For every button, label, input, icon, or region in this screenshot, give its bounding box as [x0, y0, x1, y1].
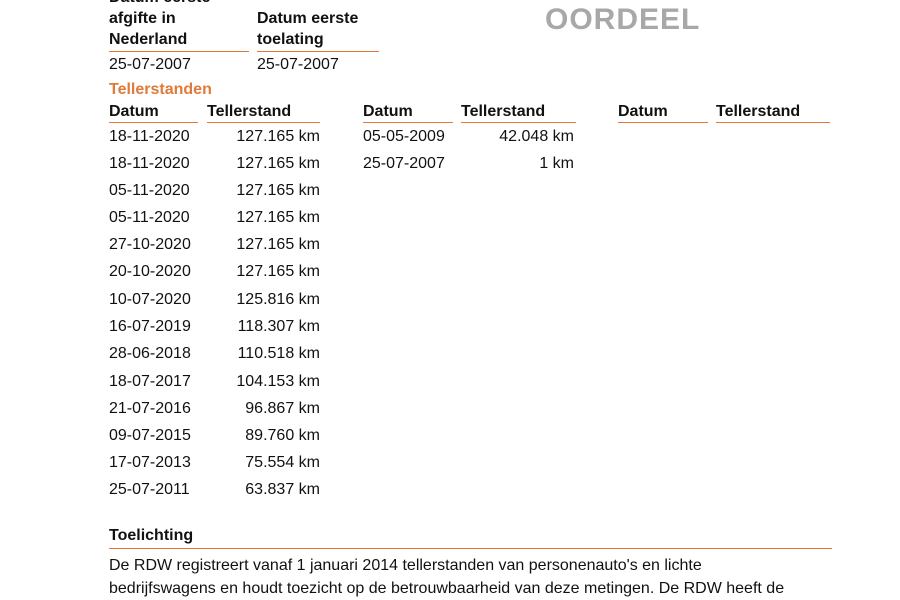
col3-tellerstand-header: Tellerstand [716, 102, 830, 123]
table-row: 21-07-2016 96.867 km [109, 395, 320, 422]
row-reading: 127.165 km [236, 263, 320, 280]
row-reading: 127.165 km [236, 209, 320, 226]
row-reading: 110.518 km [237, 345, 320, 362]
table-row: 27-10-2020 127.165 km [109, 231, 320, 258]
row-reading: 63.837 km [245, 481, 320, 498]
toelichting-line-2: bedrijfswagens en houdt toezicht op de b… [109, 580, 785, 597]
row-date: 09-07-2015 [109, 427, 191, 444]
afgifte-block: Datum eerste afgifte in Nederland 25-07-… [109, 0, 249, 75]
toelating-label: Datum eerste toelating [257, 8, 379, 52]
table-row: 10-07-2020 125.816 km [109, 286, 320, 313]
row-reading: 75.554 km [245, 454, 320, 471]
row-reading: 104.153 km [236, 373, 320, 390]
row-date: 05-11-2020 [109, 182, 190, 199]
afgifte-label-line3: Nederland [109, 31, 188, 48]
table-row: 18-11-2020 127.165 km [109, 123, 320, 150]
row-reading: 96.867 km [245, 400, 320, 417]
table-row: 09-07-2015 89.760 km [109, 422, 320, 449]
row-reading: 118.307 km [237, 318, 320, 335]
toelating-label-line1: Datum eerste [257, 10, 359, 27]
afgifte-label-line1: Datum eerste [109, 0, 249, 8]
table-row: 28-06-2018 110.518 km [109, 340, 320, 367]
toelichting-title: Toelichting [109, 526, 832, 549]
afgifte-label-line2: afgifte in [109, 10, 176, 27]
table-row: 25-07-2007 1 km [363, 150, 574, 177]
row-reading: 127.165 km [236, 128, 320, 145]
toelating-block: Datum eerste toelating 25-07-2007 [257, 8, 379, 75]
row-reading: 42.048 km [499, 128, 574, 145]
table-row: 18-07-2017 104.153 km [109, 368, 320, 395]
row-date: 17-07-2013 [109, 454, 191, 471]
row-date: 27-10-2020 [109, 236, 191, 253]
col1-datum-header: Datum [109, 102, 198, 123]
toelichting-text: De RDW registreert vanaf 1 januari 2014 … [109, 554, 834, 600]
afgifte-label: Datum eerste afgifte in Nederland [109, 0, 249, 52]
row-date: 05-11-2020 [109, 209, 190, 226]
row-date: 18-07-2017 [109, 373, 191, 390]
col3-datum-header: Datum [618, 102, 708, 123]
row-reading: 1 km [539, 155, 574, 172]
oordeel-stamp: OORDEEL [545, 3, 701, 36]
table-row: 05-11-2020 127.165 km [109, 177, 320, 204]
row-date: 25-07-2011 [109, 481, 190, 498]
toelating-value: 25-07-2007 [257, 56, 339, 73]
row-reading: 127.165 km [236, 155, 320, 172]
row-reading: 127.165 km [236, 236, 320, 253]
row-date: 25-07-2007 [363, 155, 445, 172]
row-date: 21-07-2016 [109, 400, 191, 417]
row-date: 20-10-2020 [109, 263, 191, 280]
col1-tellerstand-header: Tellerstand [207, 102, 320, 123]
row-date: 05-05-2009 [363, 128, 445, 145]
table-row: 20-10-2020 127.165 km [109, 258, 320, 285]
table-row: 17-07-2013 75.554 km [109, 449, 320, 476]
row-reading: 89.760 km [245, 427, 320, 444]
col2-tellerstand-header: Tellerstand [461, 102, 576, 123]
table-row: 16-07-2019 118.307 km [109, 313, 320, 340]
toelichting-line-1: De RDW registreert vanaf 1 januari 2014 … [109, 557, 702, 574]
table-row: 18-11-2020 127.165 km [109, 150, 320, 177]
row-reading: 125.816 km [236, 291, 320, 308]
row-date: 18-11-2020 [109, 155, 190, 172]
row-date: 16-07-2019 [109, 318, 191, 335]
row-reading: 127.165 km [236, 182, 320, 199]
table-row: 05-05-2009 42.048 km [363, 123, 574, 150]
tellerstanden-title: Tellerstanden [109, 81, 212, 98]
row-date: 28-06-2018 [109, 345, 191, 362]
row-date: 18-11-2020 [109, 128, 190, 145]
col2-datum-header: Datum [363, 102, 453, 123]
table-row: 25-07-2011 63.837 km [109, 476, 320, 503]
afgifte-value: 25-07-2007 [109, 56, 191, 73]
row-date: 10-07-2020 [109, 291, 191, 308]
table-row: 05-11-2020 127.165 km [109, 204, 320, 231]
toelating-label-line2: toelating [257, 31, 324, 48]
